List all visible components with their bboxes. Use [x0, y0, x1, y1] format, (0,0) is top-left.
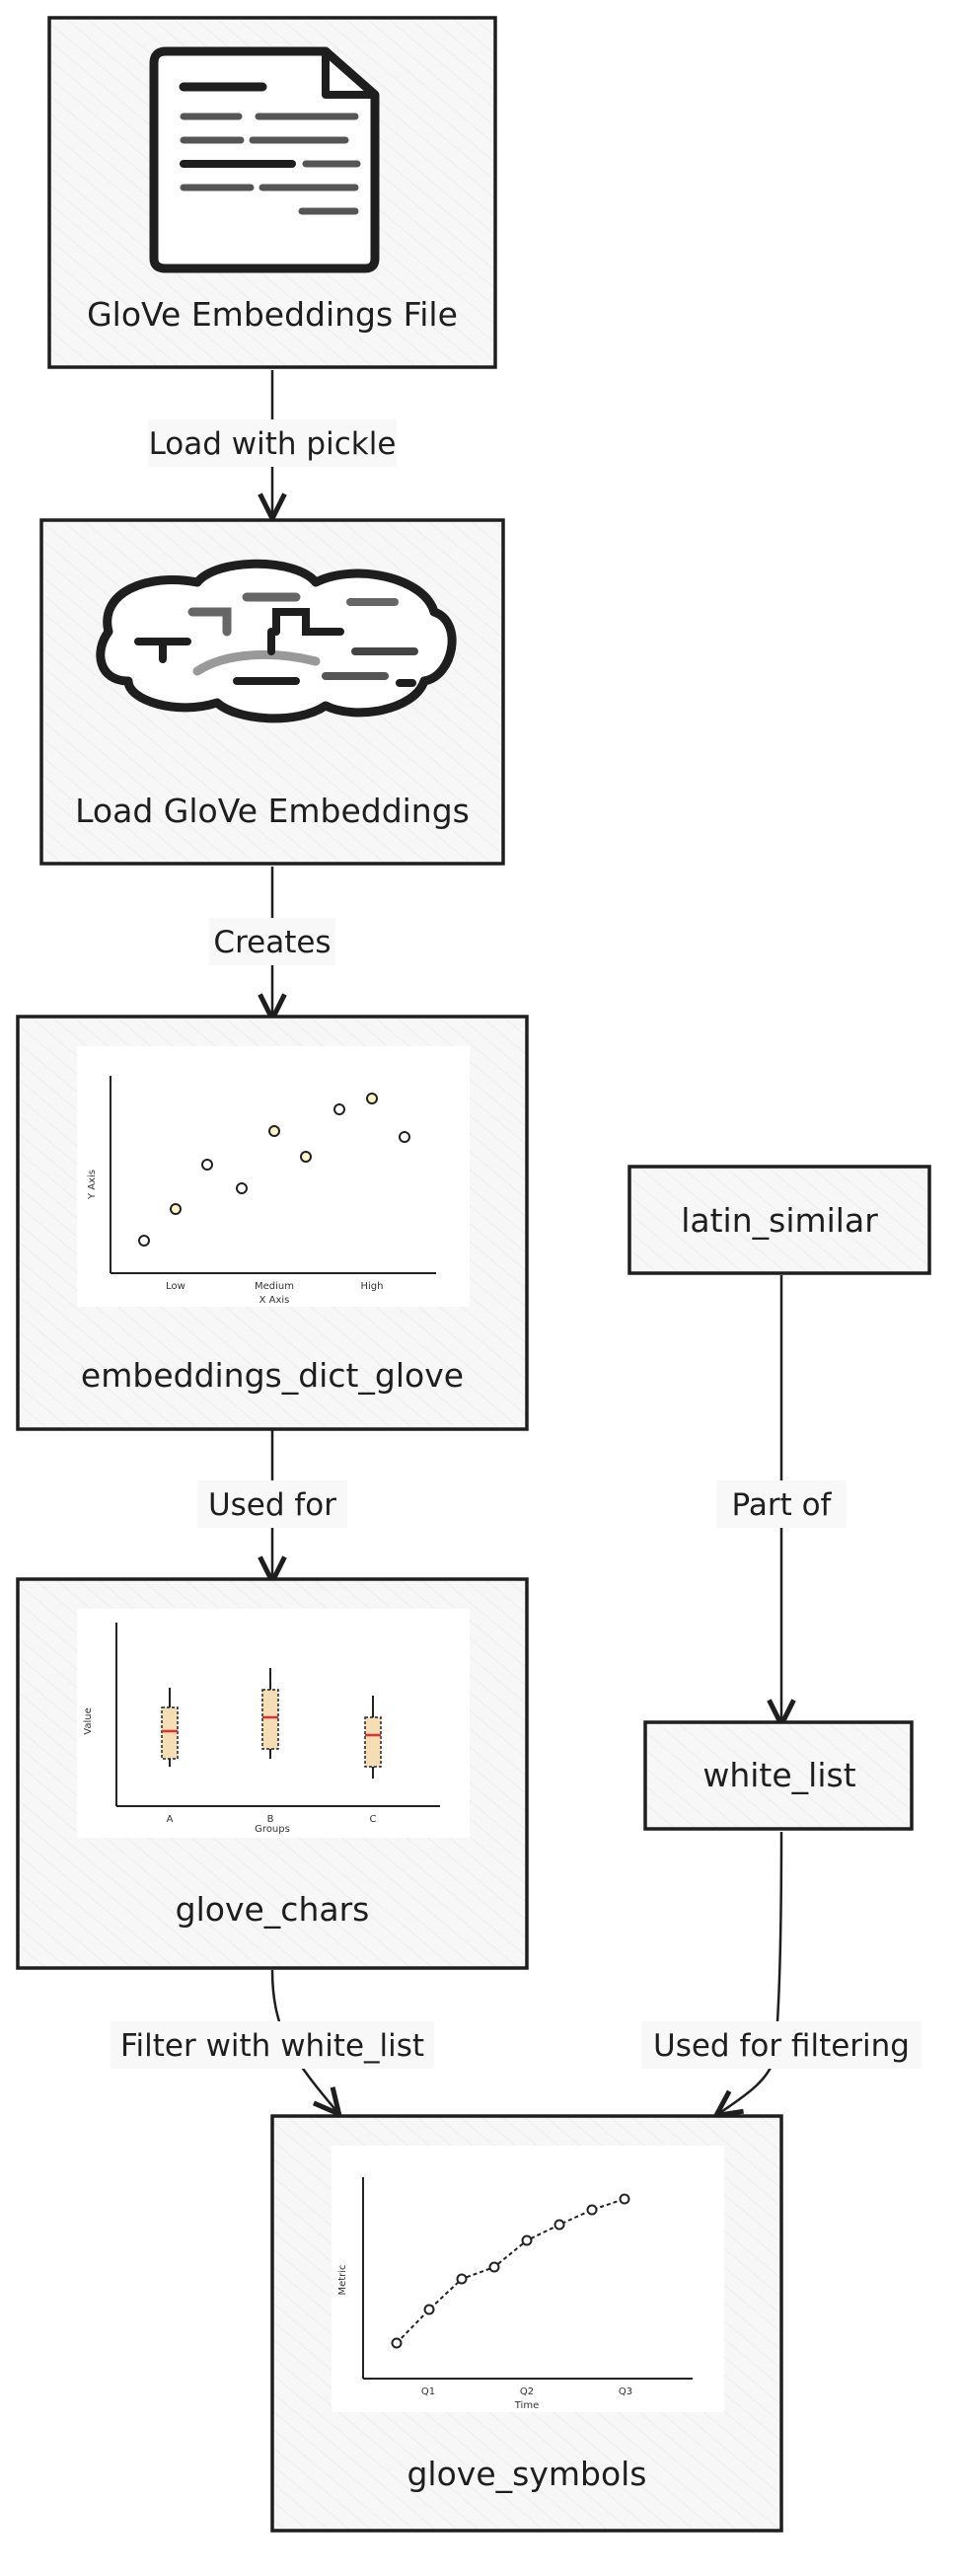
scatter-xlabel: X Axis [259, 1295, 290, 1306]
edge-label-used-for-filtering: Used for filtering [653, 2028, 910, 2064]
node-label-glove-symbols: glove_symbols [406, 2455, 646, 2493]
edge-used-for: Used for [197, 1429, 347, 1579]
scatter-chart-icon: Low Medium High X Axis Y Axis [77, 1046, 470, 1307]
node-embeddings-dict-glove[interactable]: Low Medium High X Axis Y Axis embeddings… [18, 1017, 527, 1429]
node-label-embeddings-dict-glove: embeddings_dict_glove [81, 1356, 464, 1395]
boxplot-tick-a: A [167, 1814, 174, 1825]
boxplot-xlabel: Groups [255, 1824, 290, 1835]
node-label-latin-similar: latin_similar [681, 1201, 878, 1240]
scatter-ylabel: Y Axis [87, 1170, 98, 1200]
node-label-glove-chars: glove_chars [176, 1890, 370, 1929]
edge-load-with-pickle: Load with pickle [148, 370, 397, 516]
brain-icon [101, 564, 452, 719]
node-label-white-list: white_list [702, 1756, 855, 1794]
scatter-tick-medium: Medium [255, 1281, 294, 1292]
line-tick-q2: Q2 [520, 2387, 534, 2397]
boxplot-ylabel: Value [83, 1707, 94, 1734]
edge-label-load-with-pickle: Load with pickle [149, 426, 397, 462]
edge-part-of: Part of [716, 1275, 847, 1722]
node-glove-chars[interactable]: A B C Groups Value glove_chars [18, 1579, 527, 1968]
scatter-tick-low: Low [166, 1281, 185, 1292]
line-tick-q1: Q1 [421, 2387, 435, 2397]
node-white-list[interactable]: white_list [645, 1722, 912, 1829]
edge-label-used-for: Used for [208, 1487, 336, 1523]
boxplot-tick-c: C [370, 1814, 377, 1825]
edge-used-for-filtering: Used for filtering [641, 1832, 922, 2114]
node-glove-embeddings-file[interactable]: GloVe Embeddings File [49, 18, 495, 367]
node-latin-similar[interactable]: latin_similar [629, 1167, 929, 1273]
node-load-glove-embeddings[interactable]: Load GloVe Embeddings [41, 520, 503, 864]
line-xlabel: Time [514, 2400, 539, 2411]
node-label-glove-embeddings-file: GloVe Embeddings File [87, 295, 458, 334]
edge-filter-with-white-list: Filter with white_list [111, 1970, 434, 2112]
edge-creates: Creates [209, 867, 335, 1017]
node-label-load-glove-embeddings: Load GloVe Embeddings [75, 792, 470, 830]
node-glove-symbols[interactable]: Q1 Q2 Q3 Time Metric glove_symbols [272, 2116, 781, 2531]
line-ylabel: Metric [337, 2264, 348, 2295]
boxplot-chart-icon: A B C Groups Value [77, 1609, 470, 1838]
document-icon [154, 51, 375, 268]
line-tick-q3: Q3 [619, 2387, 632, 2397]
edge-label-filter-with-white-list: Filter with white_list [120, 2028, 424, 2064]
edge-label-part-of: Part of [732, 1487, 833, 1523]
line-chart-icon: Q1 Q2 Q3 Time Metric [332, 2146, 724, 2412]
edge-label-creates: Creates [213, 925, 331, 960]
scatter-tick-high: High [361, 1281, 384, 1292]
